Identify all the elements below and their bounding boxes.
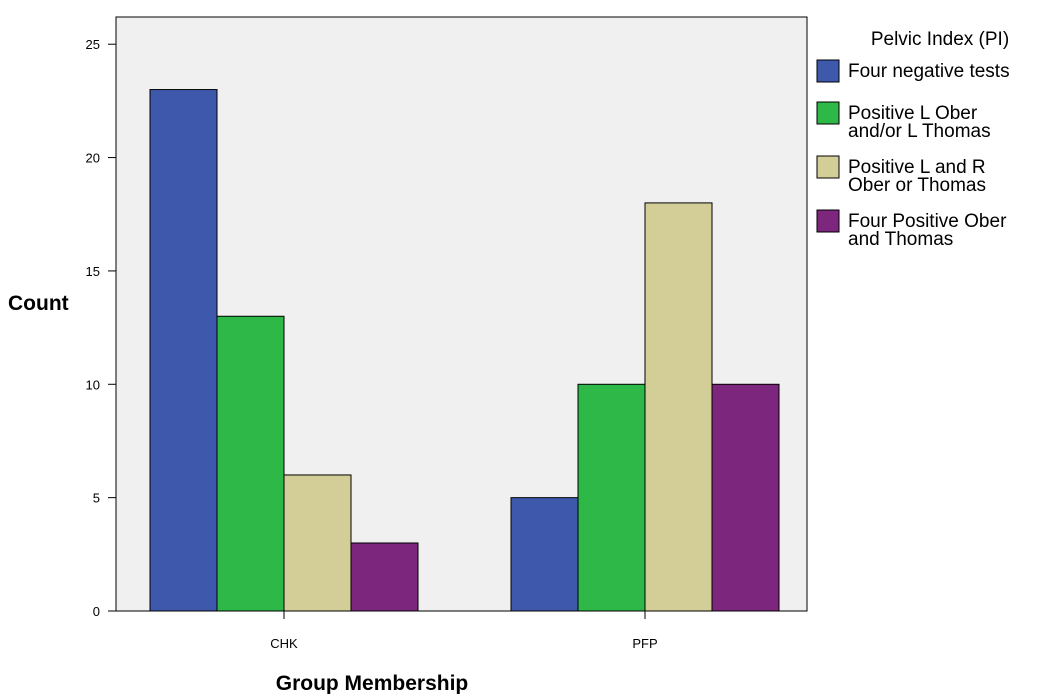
legend-swatch [816, 59, 840, 83]
legend-title: Pelvic Index (PI) [871, 29, 1009, 50]
legend: Pelvic Index (PI) Four negative tests Pos… [816, 29, 1010, 250]
legend-swatch [816, 101, 840, 125]
y-tick-label: 10 [86, 377, 100, 392]
y-tick-label: 25 [86, 37, 100, 52]
legend-label: Positive L and R Ober or Thomas [848, 157, 986, 196]
bars-group [149, 89, 780, 612]
y-tick-label: 20 [86, 151, 100, 166]
y-axis: 0 5 10 15 20 25 [86, 37, 116, 619]
bar-chk-series-2 [216, 315, 285, 612]
bar-chk-series-3 [283, 474, 352, 612]
x-axis: CHK PFP [270, 611, 658, 651]
y-tick-label: 5 [93, 491, 100, 506]
legend-swatch [816, 155, 840, 179]
legend-swatch [816, 209, 840, 233]
legend-label: Positive L Ober and/or L Thomas [848, 103, 991, 142]
bar-pfp-series-1 [510, 497, 579, 612]
x-tick-label: PFP [632, 636, 657, 651]
bar-pfp-series-3 [644, 202, 713, 612]
bar-pfp-series-4 [711, 383, 780, 612]
bar-pfp-series-2 [577, 383, 646, 612]
legend-label: Four Positive Ober and Thomas [848, 211, 1007, 250]
x-tick-label: CHK [270, 636, 298, 651]
legend-label: Four negative tests [848, 61, 1010, 82]
y-tick-label: 15 [86, 264, 100, 279]
bar-chk-series-1 [149, 89, 218, 612]
y-axis-title: Count [8, 292, 69, 315]
y-tick-label: 0 [93, 604, 100, 619]
x-axis-title: Group Membership [276, 672, 469, 694]
bar-chk-series-4 [350, 542, 419, 612]
